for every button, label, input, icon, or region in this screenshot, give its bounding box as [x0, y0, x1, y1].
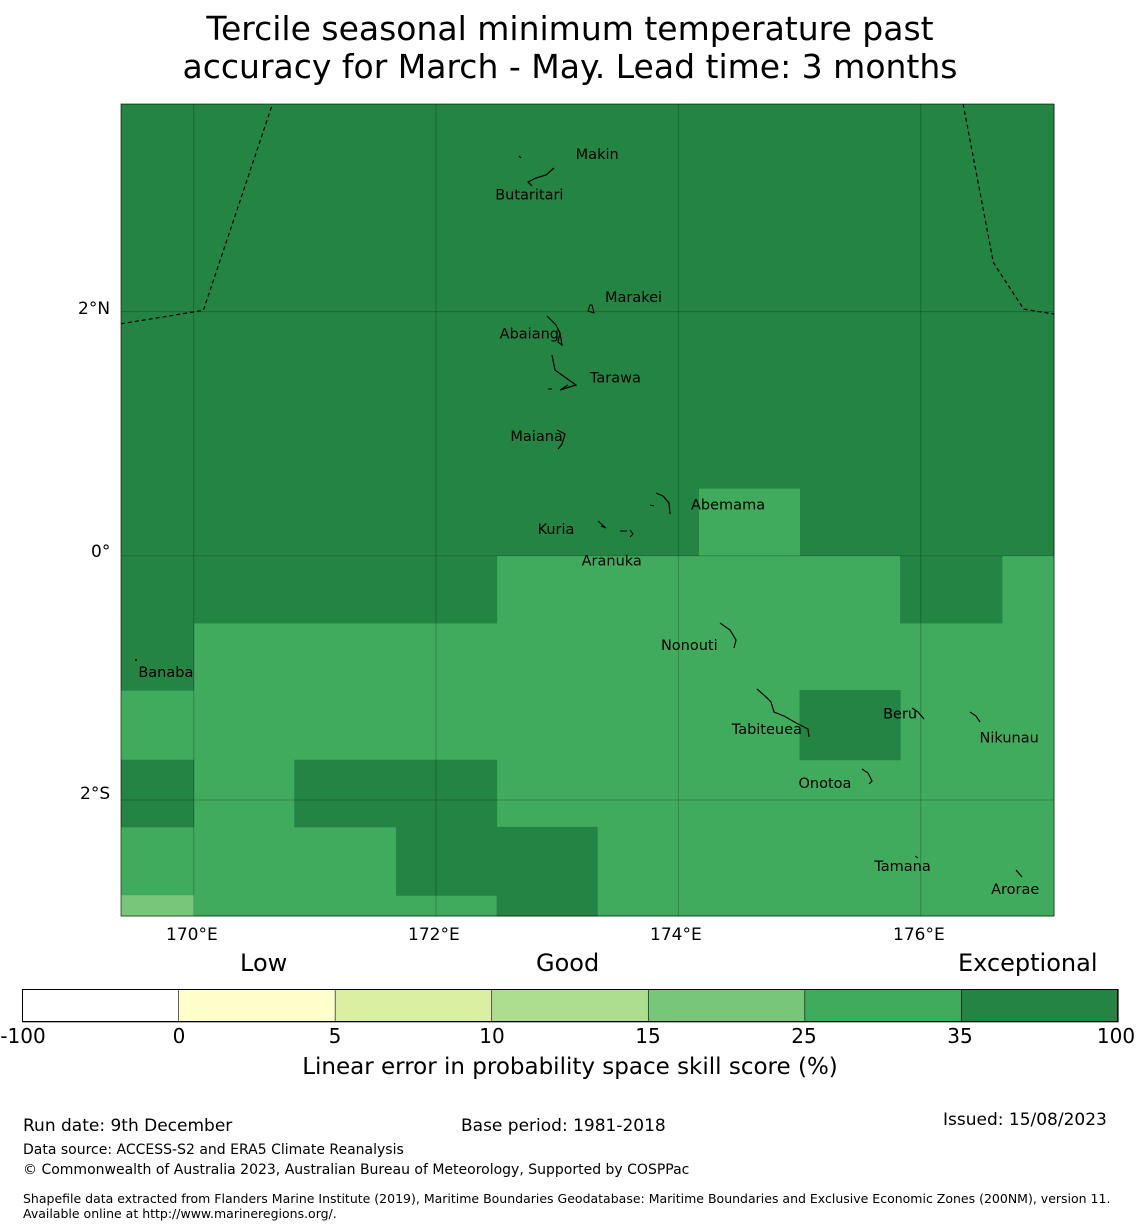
colorbar-tick: 5 — [328, 1024, 342, 1048]
island-label: Banaba — [138, 665, 193, 681]
colorbar-swatch — [491, 989, 649, 1023]
skill-cell — [121, 104, 1055, 557]
eez-boundary-line — [962, 103, 1055, 315]
colorbar-label: Linear error in probability space skill … — [302, 1054, 838, 1080]
lon-label-170: 170°E — [166, 925, 218, 945]
island-label: Tamana — [873, 859, 930, 875]
skill-cell — [121, 555, 498, 624]
island-label: Beru — [883, 706, 917, 722]
colorbar-swatch — [178, 989, 336, 1023]
skill-cell — [294, 759, 498, 828]
colorbar-swatch — [647, 989, 806, 1023]
skill-cell — [121, 759, 195, 828]
lat-label-2n: 2°N — [78, 299, 111, 319]
island-label: Maiana — [510, 429, 562, 445]
colorbar-tick: -100 — [0, 1024, 46, 1048]
colorbar-swatch — [961, 989, 1119, 1023]
skill-map: Makin Butaritari Marakei Abaiang Tarawa Maian… — [120, 103, 1055, 917]
lon-label-172: 172°E — [408, 925, 460, 945]
skill-cell — [121, 895, 195, 917]
lon-label-176: 176°E — [893, 925, 945, 945]
colorbar-tick: 35 — [947, 1024, 973, 1048]
map-title: Tercile seasonal minimum temperature pas… — [0, 10, 1140, 86]
skill-cells — [121, 104, 1055, 917]
colorbar — [22, 989, 1119, 1023]
skill-cell — [698, 488, 801, 557]
skill-cell — [799, 690, 901, 761]
graticule — [121, 104, 1054, 916]
colorbar-tick: 0 — [172, 1024, 186, 1048]
base-period: Base period: 1981-2018 — [461, 1116, 666, 1136]
island-label: Abaiang — [500, 327, 559, 343]
colorbar-category-exceptional: Exceptional — [958, 949, 1098, 977]
skill-cell — [496, 826, 598, 917]
island-label: Abemama — [691, 498, 765, 514]
island-label: Arorae — [991, 882, 1039, 898]
islands: Makin Butaritari Marakei Abaiang Tarawa Maian… — [135, 147, 1039, 898]
island-label: Butaritari — [495, 187, 563, 203]
island-label: Onotoa — [799, 776, 852, 792]
colorbar-tick: 25 — [791, 1024, 817, 1048]
colorbar-tick: 100 — [1096, 1024, 1136, 1048]
skill-cell — [121, 622, 195, 691]
eez-boundaries — [120, 103, 1055, 325]
skill-cell — [900, 555, 1003, 624]
colorbar-category-low: Low — [240, 949, 288, 977]
lat-label-0: 0° — [91, 542, 111, 562]
island-label: Aranuka — [582, 554, 642, 570]
island-label: Kuria — [538, 522, 575, 538]
island-label: Tabiteuea — [731, 722, 802, 738]
map-title-line-1: Tercile seasonal minimum temperature pas… — [206, 9, 934, 48]
colorbar-swatch — [804, 989, 963, 1023]
map-title-line-2: accuracy for March - May. Lead time: 3 m… — [182, 47, 958, 86]
island-label: Tarawa — [589, 371, 641, 387]
colorbar-swatch — [22, 989, 180, 1023]
shapefile-credit: Shapefile data extracted from Flanders M… — [23, 1191, 1111, 1221]
lat-label-2s: 2°S — [80, 784, 111, 804]
run-date: Run date: 9th December — [23, 1116, 233, 1136]
lon-label-174: 174°E — [650, 925, 702, 945]
colorbar-tick: 10 — [479, 1024, 505, 1048]
colorbar-category-good: Good — [536, 949, 600, 977]
island-label: Nikunau — [980, 731, 1039, 747]
island-label: Makin — [576, 147, 619, 163]
issued-date: Issued: 15/08/2023 — [943, 1110, 1107, 1130]
colorbar-swatch — [334, 989, 493, 1023]
map-frame — [120, 103, 1055, 917]
island-label: Nonouti — [661, 638, 718, 654]
island-label: Marakei — [605, 290, 662, 306]
copyright: © Commonwealth of Australia 2023, Austra… — [23, 1162, 690, 1178]
skill-cell — [396, 826, 498, 896]
colorbar-tick: 15 — [635, 1024, 661, 1048]
data-source: Data source: ACCESS-S2 and ERA5 Climate … — [23, 1142, 404, 1158]
